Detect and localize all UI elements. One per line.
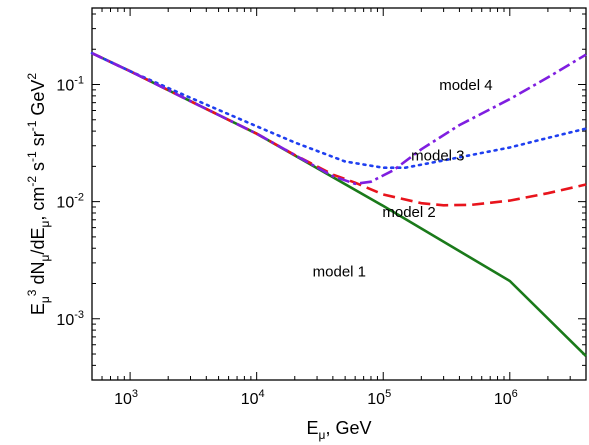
series-line-model-4: [91, 52, 587, 186]
x-axis-title: Eμ, GeV: [307, 418, 372, 442]
series-layer: [90, 51, 588, 358]
annotation-layer: model 4 model 3 model 2 model 1: [313, 77, 493, 281]
x-tick-label: 106: [494, 388, 518, 408]
series-label: model 3: [411, 147, 464, 164]
y-tick-label: 10-1: [56, 75, 84, 95]
tick-labels: 103 104 105 106 10-3 10-2 10-1: [56, 75, 517, 408]
x-tick-label: 103: [114, 388, 138, 408]
plot-frame: [91, 7, 587, 381]
series-label: model 2: [382, 204, 435, 221]
axis-ticks: [91, 8, 587, 381]
x-tick-label: 104: [241, 388, 265, 408]
series-label: model 4: [439, 77, 492, 94]
y-axis-title: Eμ3 dNμ/dEμ, cm-2 s-1 sr-1 GeV2: [25, 73, 52, 316]
y-tick-label: 10-2: [56, 192, 84, 212]
series-line-model-1: [91, 52, 587, 358]
x-tick-label: 105: [367, 388, 391, 408]
series-line-model-3: [90, 51, 588, 169]
y-tick-label: 10-3: [56, 309, 84, 329]
series-label: model 1: [313, 263, 366, 280]
series-line-model-2: [91, 52, 587, 207]
